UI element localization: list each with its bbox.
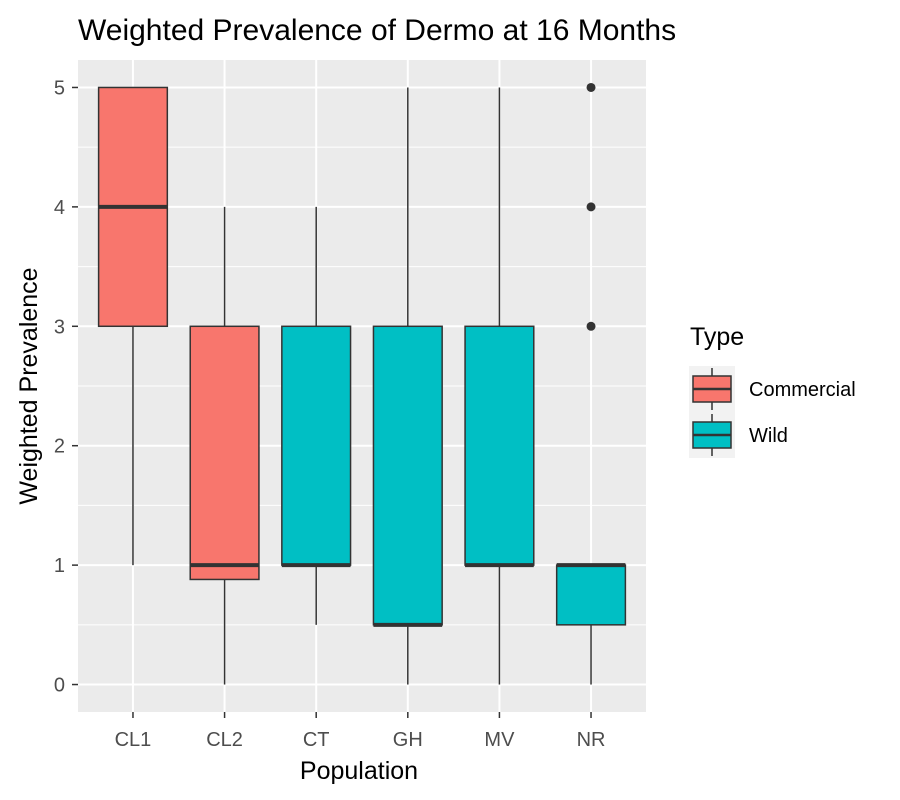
box-gh [372,87,443,685]
outlier-point [586,202,596,212]
legend: Type Commercial Wild [689,323,856,458]
y-tick-label: 2 [54,436,65,458]
box-mv [464,87,535,685]
legend-item: Commercial [689,366,856,412]
y-axis-title: Weighted Prevalence [15,267,43,504]
box-body [555,564,627,626]
y-tick-label: 1 [54,555,65,577]
x-tick-label: CL2 [206,729,243,751]
box-cl1 [97,86,169,566]
y-tick-label: 3 [54,316,65,338]
boxes-layer [97,82,627,685]
box-body [281,325,352,566]
y-tick-label: 0 [54,675,65,697]
legend-label: Commercial [749,379,856,401]
box-body [464,325,535,566]
box-ct [281,206,352,625]
x-tick-label: GH [393,729,423,751]
x-tick-label: NR [577,729,606,751]
chart-title: Weighted Prevalence of Dermo at 16 Month… [78,14,676,47]
box-body [372,325,443,626]
x-tick-label: CT [303,729,330,751]
box-cl2 [189,206,260,685]
box-body [189,325,260,581]
minor-gridlines [78,146,646,626]
legend-label: Wild [749,425,788,447]
box-nr [555,82,627,685]
y-axis: 0 1 2 3 4 5 [54,77,78,697]
outlier-point [586,82,596,92]
outlier-point [586,321,596,331]
x-tick-label: MV [484,729,515,751]
x-axis-title: Population [300,757,418,785]
x-tick-label: CL1 [115,729,152,751]
y-tick-label: 5 [54,77,65,99]
legend-item: Wild [689,412,788,458]
y-tick-label: 4 [54,197,65,219]
x-axis: CL1 CL2 CT GH MV NR [115,712,606,751]
legend-title: Type [690,323,744,351]
